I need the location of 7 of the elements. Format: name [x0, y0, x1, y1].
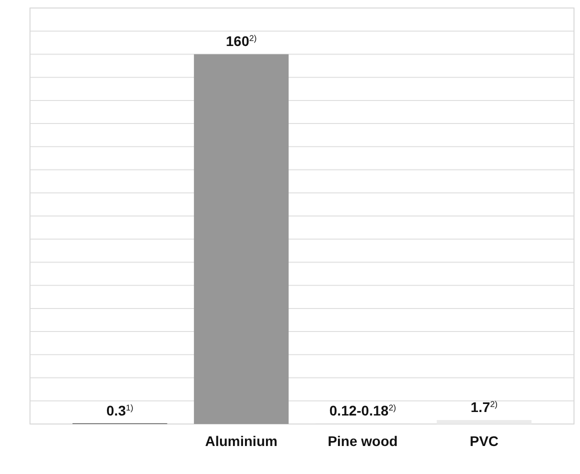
x-tick-label: PVC [470, 433, 499, 449]
data-label: 0.3$^{1)}$ [106, 402, 134, 418]
x-tick-label: Aluminium [205, 433, 278, 449]
data-label: 160$^{2)}$ [226, 33, 257, 50]
x-tick-label: Pine wood [328, 433, 398, 449]
data-label: 0.12-0.18$^{2)}$ [329, 402, 396, 419]
data-label: 1.7$^{2)}$ [470, 399, 498, 416]
